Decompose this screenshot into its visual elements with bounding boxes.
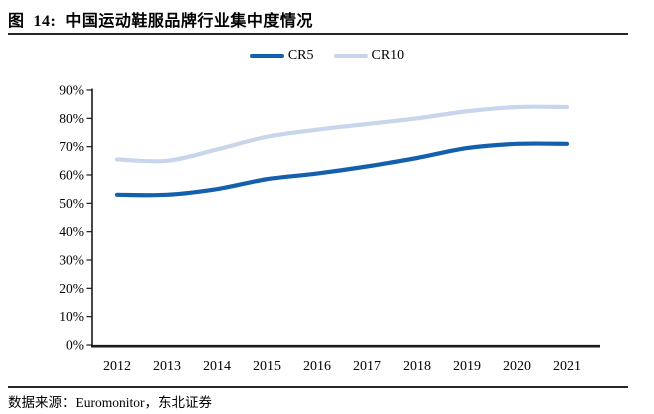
x-axis-label: 2017 <box>353 359 381 374</box>
x-axis-label: 2020 <box>503 359 531 374</box>
y-axis-label: 0% <box>66 338 84 353</box>
title-divider <box>8 33 628 35</box>
figure-title: 图 14: 中国运动鞋服品牌行业集中度情况 <box>8 13 313 30</box>
x-axis-label: 2021 <box>553 359 581 374</box>
x-axis-label: 2012 <box>103 359 131 374</box>
y-axis-label: 70% <box>59 139 84 154</box>
series-line-cr5 <box>114 141 570 198</box>
legend-label-cr5: CR5 <box>287 48 314 63</box>
legend-label-cr10: CR10 <box>371 48 405 63</box>
x-axis-label: 2013 <box>153 359 181 374</box>
y-axis-label: 10% <box>59 309 84 324</box>
legend-swatch-cr5 <box>249 54 284 58</box>
legend-item-cr5: CR5 <box>249 48 314 63</box>
y-axis-label: 40% <box>59 224 84 239</box>
y-axis-label: 60% <box>59 168 84 183</box>
legend-item-cr10: CR10 <box>333 48 405 63</box>
y-axis-label: 30% <box>59 253 84 268</box>
x-axis-label: 2016 <box>303 359 331 374</box>
source-note: 数据来源：Euromonitor，东北证券 <box>8 395 212 410</box>
x-axis-label: 2018 <box>403 359 431 374</box>
y-axis-label: 50% <box>59 196 84 211</box>
y-axis-label: 20% <box>59 281 84 296</box>
chart-legend: CR5 CR10 <box>0 49 654 63</box>
y-axis-label: 90% <box>59 83 84 98</box>
legend-swatch-cr10 <box>333 54 368 58</box>
source-divider <box>8 386 628 388</box>
x-axis-label: 2015 <box>253 359 281 374</box>
series-line-cr10 <box>114 104 570 164</box>
x-axis-label: 2019 <box>453 359 481 374</box>
x-axis-label: 2014 <box>203 359 231 374</box>
y-axis-label: 80% <box>59 111 84 126</box>
